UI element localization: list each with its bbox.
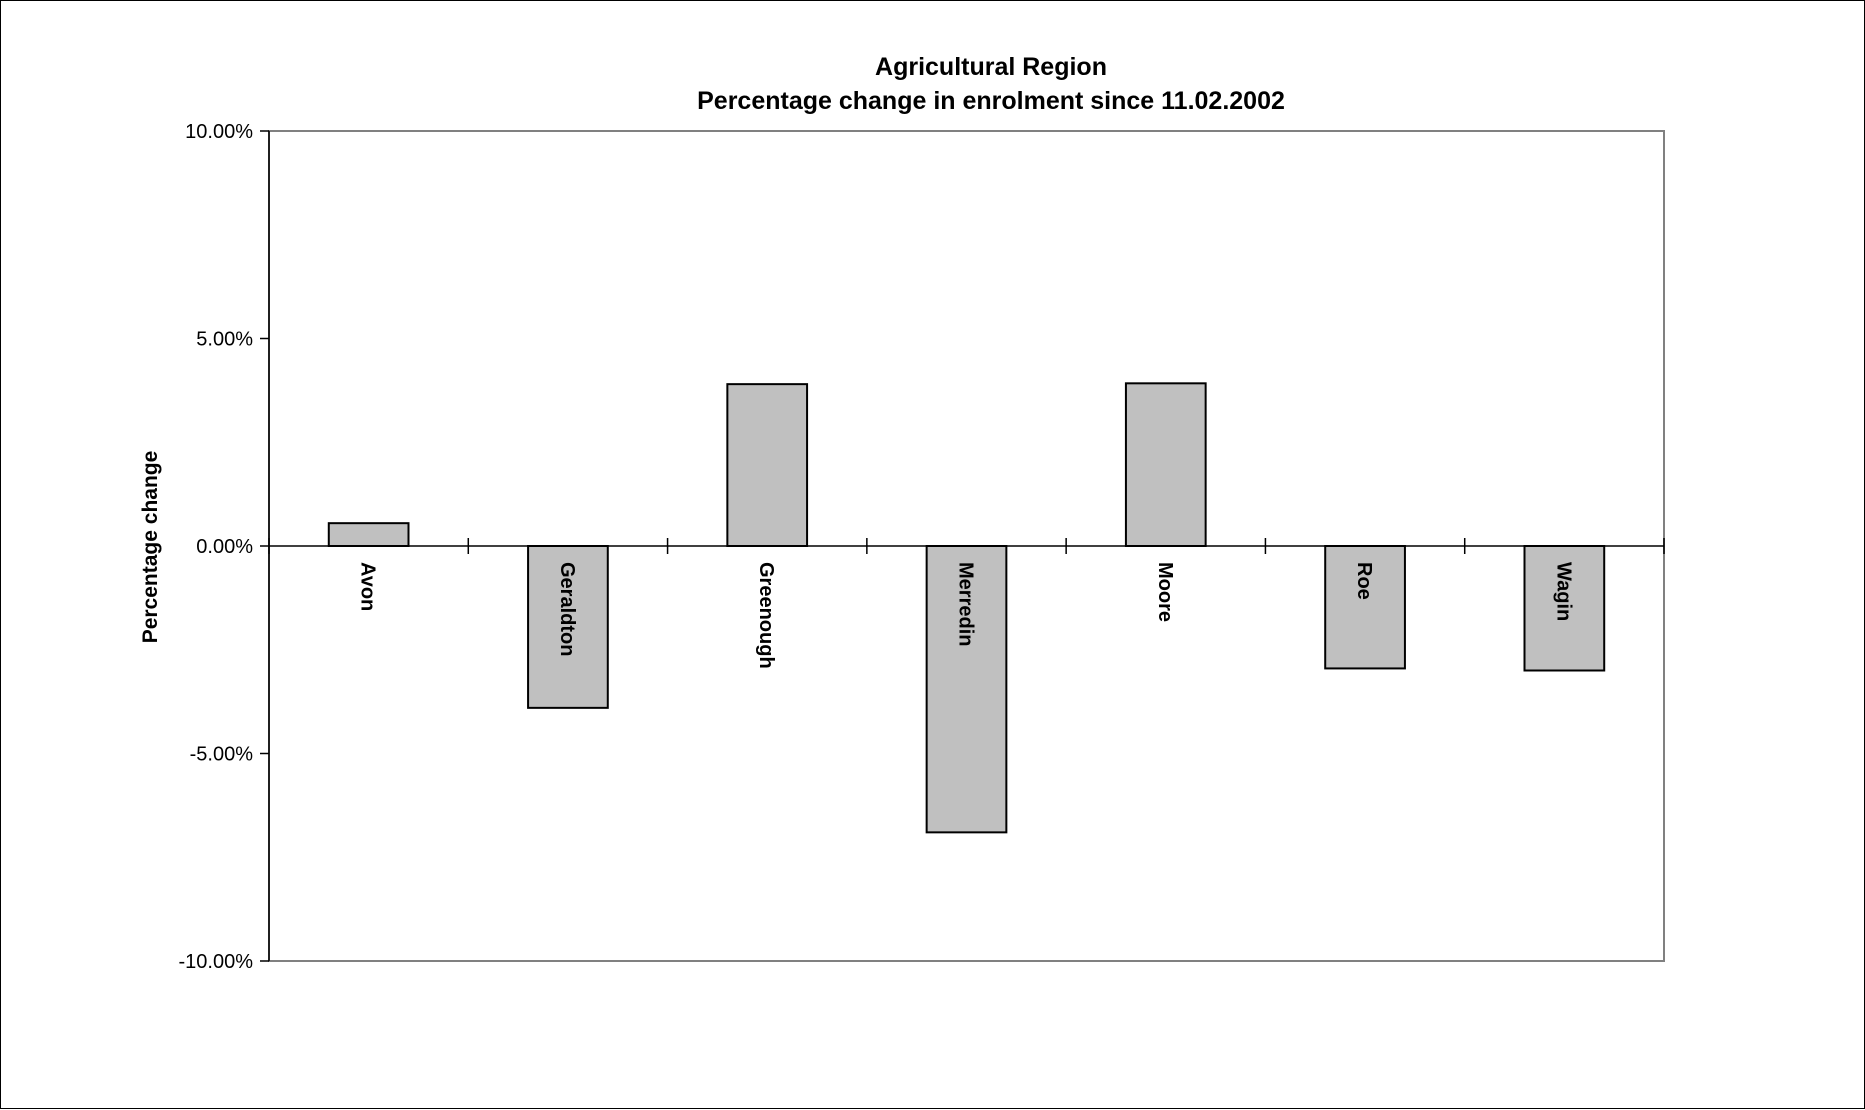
category-labels: Avon Geraldton Greenough Merredin Moore Roe Wa…	[357, 562, 1575, 669]
bar-geraldton	[527, 545, 609, 709]
bar-roe	[1324, 545, 1406, 670]
y-tick-label: -5.00%	[190, 744, 254, 766]
category-label: Roe	[1353, 562, 1375, 600]
category-label: Merredin	[955, 562, 977, 646]
bar-greenough	[726, 383, 809, 547]
chart-title: Agricultural Region	[875, 53, 1107, 81]
category-label: Moore	[1154, 562, 1176, 622]
bar-moore	[1124, 382, 1207, 547]
y-axis-label: Percentage change	[139, 451, 162, 644]
y-tick-label: 0.00%	[196, 536, 253, 558]
y-tick-label: 10.00%	[185, 121, 253, 143]
x-axis	[268, 538, 1665, 554]
chart-subtitle: Percentage change in enrolment since 11.…	[697, 87, 1285, 115]
category-label: Greenough	[755, 562, 777, 669]
y-tick-label: -10.00%	[179, 951, 254, 973]
category-label: Avon	[357, 562, 379, 611]
y-axis: 10.00% 5.00% 0.00% -5.00% -10.00%	[179, 121, 270, 973]
bar-avon	[327, 522, 410, 547]
y-tick-label: 5.00%	[196, 329, 253, 351]
category-label: Geraldton	[556, 562, 578, 656]
category-label: Wagin	[1552, 562, 1574, 621]
bar-wagin	[1523, 545, 1606, 672]
